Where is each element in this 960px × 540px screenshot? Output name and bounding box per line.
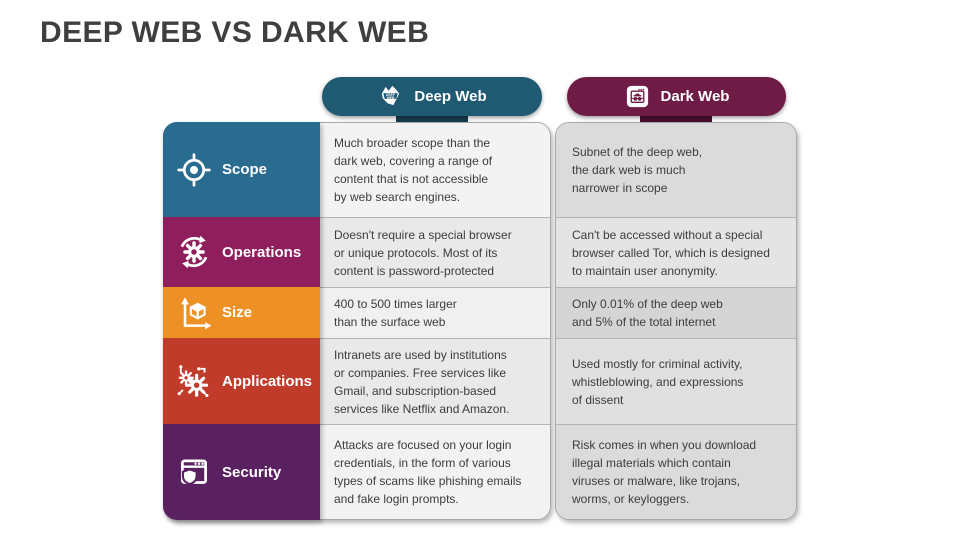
cell-applications-dark-web: Used mostly for criminal activity, whist…	[556, 338, 796, 424]
cell-scope-dark-web: Subnet of the deep web, the dark web is …	[556, 123, 796, 217]
cell-operations-deep-web: Doesn't require a special browser or uni…	[320, 217, 550, 287]
cell-size-dark-web: Only 0.01% of the deep web and 5% of the…	[556, 287, 796, 338]
cell-security-deep-web: Attacks are focused on your login creden…	[320, 424, 550, 519]
cell-size-deep-web: 400 to 500 times larger than the surface…	[320, 287, 550, 338]
deep-web-header-label: Deep Web	[414, 88, 487, 105]
target-icon	[177, 152, 211, 187]
cell-scope-deep-web: Much broader scope than the dark web, co…	[320, 123, 550, 217]
sync-gear-icon	[180, 235, 208, 269]
deep-web-header-pill: DEEP WEB Deep Web	[322, 77, 542, 116]
row-label-scope: Scope	[163, 122, 320, 217]
cube-axes-icon	[181, 296, 212, 329]
spy-browser-icon	[626, 85, 648, 108]
row-label-security: Security	[163, 424, 320, 520]
row-label-operations: Operations	[163, 217, 320, 287]
browser-shield-icon	[181, 459, 207, 486]
gears-circuit-icon	[177, 365, 209, 398]
svg-text:DEEP: DEEP	[386, 93, 396, 97]
svg-text:WEB: WEB	[387, 96, 395, 100]
row-label-size: Size	[163, 287, 320, 338]
page-title: DEEP WEB VS DARK WEB	[40, 16, 430, 49]
cell-operations-dark-web: Can't be accessed without a special brow…	[556, 217, 796, 287]
deep-web-column: Much broader scope than the dark web, co…	[163, 122, 551, 520]
cell-applications-deep-web: Intranets are used by institutions or co…	[320, 338, 550, 424]
category-label-column: Scope Operations	[163, 122, 320, 520]
dark-web-header-label: Dark Web	[660, 88, 730, 105]
dark-web-header-pill: Dark Web	[567, 77, 786, 116]
dark-web-column: Subnet of the deep web, the dark web is …	[555, 122, 797, 520]
row-label-applications: Applications	[163, 338, 320, 424]
iceberg-icon: DEEP WEB	[382, 85, 400, 106]
cell-security-dark-web: Risk comes in when you download illegal …	[556, 424, 796, 519]
